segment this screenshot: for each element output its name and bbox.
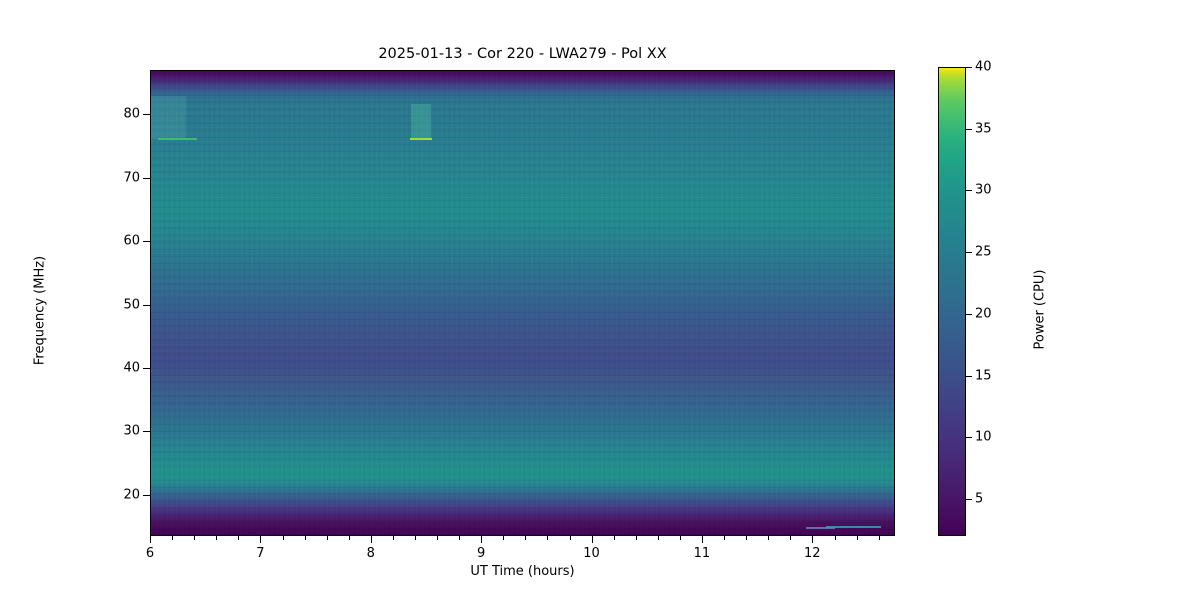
xtick-minor bbox=[569, 536, 571, 540]
rfi-line-1220 bbox=[825, 526, 881, 529]
xtick-minor bbox=[635, 536, 637, 540]
xtick-minor bbox=[790, 536, 792, 540]
xtick-minor bbox=[878, 536, 880, 540]
ytick-20 bbox=[143, 494, 150, 496]
xticklabel-12: 12 bbox=[804, 546, 821, 561]
xticklabel-8: 8 bbox=[366, 546, 375, 561]
rfi-block-0840 bbox=[411, 104, 432, 140]
cbticklabel-15: 15 bbox=[975, 368, 992, 383]
xtick-6 bbox=[150, 536, 151, 543]
xtick-minor bbox=[613, 536, 615, 540]
xtick-minor bbox=[437, 536, 438, 540]
xtick-minor bbox=[392, 536, 394, 540]
xticklabel-6: 6 bbox=[145, 546, 155, 561]
xticklabel-7: 7 bbox=[256, 546, 265, 561]
xtick-minor bbox=[768, 536, 770, 540]
xtick-minor bbox=[547, 536, 549, 540]
ytick-70 bbox=[143, 177, 150, 179]
xtick-minor bbox=[679, 536, 681, 540]
ytick-80 bbox=[143, 114, 150, 116]
yticklabel-80: 80 bbox=[123, 106, 140, 122]
cbticklabel-30: 30 bbox=[975, 182, 992, 198]
xtick-12 bbox=[812, 536, 814, 543]
yticklabel-50: 50 bbox=[123, 297, 140, 313]
xtick-minor bbox=[746, 536, 748, 540]
rfi-band-0600 bbox=[151, 96, 186, 139]
ytick-50 bbox=[143, 304, 150, 306]
heatmap-time-stripes bbox=[151, 71, 894, 535]
xtick-minor bbox=[503, 536, 505, 540]
xticklabel-9: 9 bbox=[476, 546, 486, 561]
cbticklabel-25: 25 bbox=[975, 244, 992, 260]
cbtick-30 bbox=[966, 190, 972, 192]
colorbar[interactable] bbox=[938, 67, 966, 536]
xtick-minor bbox=[216, 536, 218, 540]
yticklabel-60: 60 bbox=[123, 233, 140, 249]
rfi-line-0615 bbox=[157, 137, 198, 140]
xtick-minor bbox=[856, 536, 858, 540]
xtick-minor bbox=[834, 536, 836, 540]
yticklabel-30: 30 bbox=[123, 423, 140, 439]
xtick-minor bbox=[525, 536, 527, 540]
ytick-40 bbox=[143, 368, 150, 369]
cbticklabel-10: 10 bbox=[975, 429, 992, 445]
xtick-11 bbox=[701, 536, 703, 543]
y-axis-label: Frequency (MHz) bbox=[32, 255, 48, 366]
yticklabel-20: 20 bbox=[123, 487, 140, 503]
cbticklabel-5: 5 bbox=[975, 491, 984, 507]
xticklabel-11: 11 bbox=[693, 546, 711, 561]
xtick-minor bbox=[459, 536, 461, 540]
xticklabel-10: 10 bbox=[583, 546, 600, 561]
xtick-10 bbox=[591, 536, 593, 543]
x-axis-label: UT Time (hours) bbox=[470, 564, 575, 579]
cbtick-35 bbox=[966, 128, 972, 130]
cbtick-25 bbox=[966, 252, 972, 253]
xtick-8 bbox=[370, 536, 372, 543]
yticklabel-40: 40 bbox=[123, 360, 140, 376]
rfi-line-0840 bbox=[409, 137, 432, 141]
colorbar-label: Power (CPU) bbox=[1032, 269, 1048, 350]
cbticklabel-40: 40 bbox=[975, 59, 992, 75]
page-title: 2025-01-13 - Cor 220 - LWA279 - Pol XX bbox=[378, 46, 667, 62]
xtick-minor bbox=[304, 536, 306, 540]
xtick-minor bbox=[172, 536, 174, 540]
xtick-minor bbox=[724, 536, 726, 540]
cbtick-10 bbox=[966, 437, 972, 439]
xtick-minor bbox=[282, 536, 284, 540]
xtick-minor bbox=[326, 536, 328, 540]
xtick-7 bbox=[260, 536, 262, 543]
yticklabel-70: 70 bbox=[123, 170, 140, 186]
cbticklabel-35: 35 bbox=[975, 121, 992, 136]
xtick-minor bbox=[657, 536, 659, 540]
heatmap-channel-stripes bbox=[151, 71, 894, 535]
heatmap-base-gradient bbox=[151, 71, 894, 535]
dynamic-spectrum-heatmap bbox=[151, 71, 894, 535]
xtick-minor bbox=[238, 536, 240, 540]
xtick-9 bbox=[481, 536, 483, 543]
cbtick-5 bbox=[966, 499, 972, 500]
cbtick-40 bbox=[966, 66, 972, 68]
xtick-minor bbox=[348, 536, 350, 540]
xtick-minor bbox=[194, 536, 196, 540]
ytick-30 bbox=[143, 431, 150, 433]
ytick-60 bbox=[143, 241, 150, 243]
rfi-line-1215-faint bbox=[805, 526, 836, 529]
cbtick-20 bbox=[966, 313, 972, 315]
xtick-minor bbox=[414, 536, 416, 540]
cbtick-15 bbox=[966, 375, 972, 377]
cbticklabel-20: 20 bbox=[975, 306, 992, 322]
dynamic-spectrum-axes[interactable] bbox=[150, 70, 895, 536]
